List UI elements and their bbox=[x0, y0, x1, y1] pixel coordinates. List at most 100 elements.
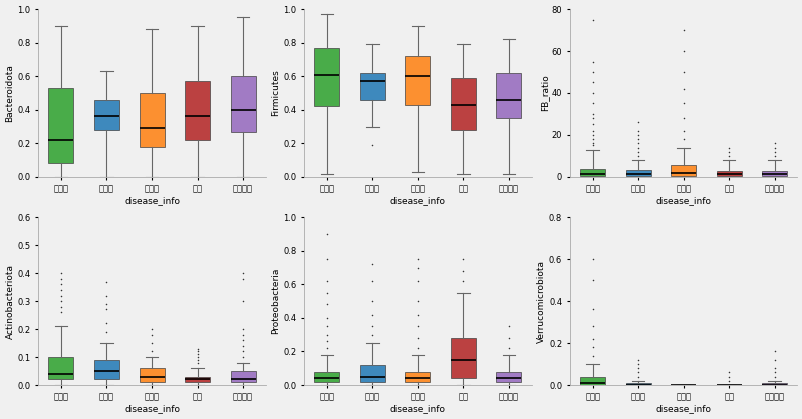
Point bbox=[100, 292, 113, 299]
Point bbox=[585, 79, 598, 86]
PathPatch shape bbox=[496, 372, 520, 382]
Point bbox=[768, 369, 780, 376]
Point bbox=[768, 373, 780, 380]
PathPatch shape bbox=[405, 372, 430, 382]
Point bbox=[631, 136, 644, 142]
X-axis label: disease_info: disease_info bbox=[124, 404, 180, 414]
Point bbox=[320, 338, 333, 345]
Point bbox=[585, 121, 598, 128]
Point bbox=[722, 153, 735, 159]
X-axis label: disease_info: disease_info bbox=[654, 197, 711, 205]
Point bbox=[366, 311, 379, 318]
Point bbox=[366, 298, 379, 305]
Point bbox=[100, 278, 113, 285]
Point bbox=[237, 354, 249, 360]
Point bbox=[585, 136, 598, 142]
Point bbox=[320, 290, 333, 296]
Point bbox=[676, 85, 689, 92]
Point bbox=[631, 119, 644, 126]
Point bbox=[456, 267, 469, 274]
Point bbox=[676, 136, 689, 142]
Point bbox=[585, 336, 598, 342]
Point bbox=[100, 328, 113, 335]
Point bbox=[585, 140, 598, 147]
Point bbox=[145, 348, 158, 355]
Point bbox=[631, 132, 644, 138]
Point bbox=[55, 287, 67, 293]
Point bbox=[631, 144, 644, 151]
Point bbox=[366, 331, 379, 338]
Point bbox=[676, 48, 689, 54]
PathPatch shape bbox=[140, 93, 164, 147]
Point bbox=[145, 326, 158, 332]
Point bbox=[676, 100, 689, 107]
PathPatch shape bbox=[579, 168, 605, 176]
Point bbox=[145, 340, 158, 347]
Point bbox=[585, 100, 598, 107]
Y-axis label: FB_ratio: FB_ratio bbox=[539, 75, 548, 111]
Point bbox=[366, 278, 379, 285]
Point bbox=[55, 292, 67, 299]
Point bbox=[100, 306, 113, 313]
PathPatch shape bbox=[94, 100, 119, 130]
Point bbox=[585, 16, 598, 23]
Point bbox=[585, 111, 598, 117]
Point bbox=[411, 256, 423, 262]
Point bbox=[237, 270, 249, 277]
Point bbox=[320, 345, 333, 352]
Point bbox=[191, 345, 204, 352]
PathPatch shape bbox=[94, 360, 119, 380]
Point bbox=[676, 27, 689, 34]
PathPatch shape bbox=[450, 338, 476, 378]
Point bbox=[411, 335, 423, 341]
Point bbox=[191, 348, 204, 355]
Point bbox=[411, 323, 423, 330]
Point bbox=[768, 144, 780, 151]
Point bbox=[55, 275, 67, 282]
Point bbox=[320, 331, 333, 338]
PathPatch shape bbox=[715, 171, 741, 176]
PathPatch shape bbox=[314, 372, 339, 382]
Point bbox=[585, 58, 598, 65]
Point bbox=[631, 369, 644, 376]
Point bbox=[585, 69, 598, 75]
Point bbox=[55, 303, 67, 310]
Point bbox=[585, 90, 598, 96]
Point bbox=[320, 256, 333, 262]
X-axis label: disease_info: disease_info bbox=[389, 197, 445, 205]
Point bbox=[55, 270, 67, 277]
X-axis label: disease_info: disease_info bbox=[654, 404, 711, 414]
Point bbox=[676, 69, 689, 75]
PathPatch shape bbox=[359, 365, 384, 382]
PathPatch shape bbox=[405, 56, 430, 105]
Point bbox=[585, 115, 598, 122]
Point bbox=[100, 320, 113, 327]
Point bbox=[191, 354, 204, 360]
Point bbox=[191, 357, 204, 363]
Point bbox=[237, 298, 249, 305]
PathPatch shape bbox=[140, 368, 164, 382]
Y-axis label: Verrucomicrobiota: Verrucomicrobiota bbox=[537, 260, 545, 343]
Point bbox=[456, 256, 469, 262]
Point bbox=[55, 309, 67, 316]
Point bbox=[585, 132, 598, 138]
Point bbox=[722, 378, 735, 384]
Y-axis label: Actinobacteriota: Actinobacteriota bbox=[6, 264, 14, 339]
Point bbox=[411, 311, 423, 318]
Point bbox=[55, 281, 67, 288]
Point bbox=[366, 261, 379, 267]
Point bbox=[411, 345, 423, 352]
Point bbox=[585, 352, 598, 359]
PathPatch shape bbox=[625, 383, 650, 385]
Point bbox=[237, 200, 249, 207]
Point bbox=[631, 153, 644, 159]
Point bbox=[237, 337, 249, 344]
X-axis label: disease_info: disease_info bbox=[124, 197, 180, 205]
Point bbox=[237, 331, 249, 338]
PathPatch shape bbox=[230, 76, 255, 132]
Point bbox=[502, 335, 515, 341]
PathPatch shape bbox=[670, 166, 695, 176]
PathPatch shape bbox=[761, 171, 786, 176]
Point bbox=[320, 315, 333, 321]
Point bbox=[237, 348, 249, 355]
